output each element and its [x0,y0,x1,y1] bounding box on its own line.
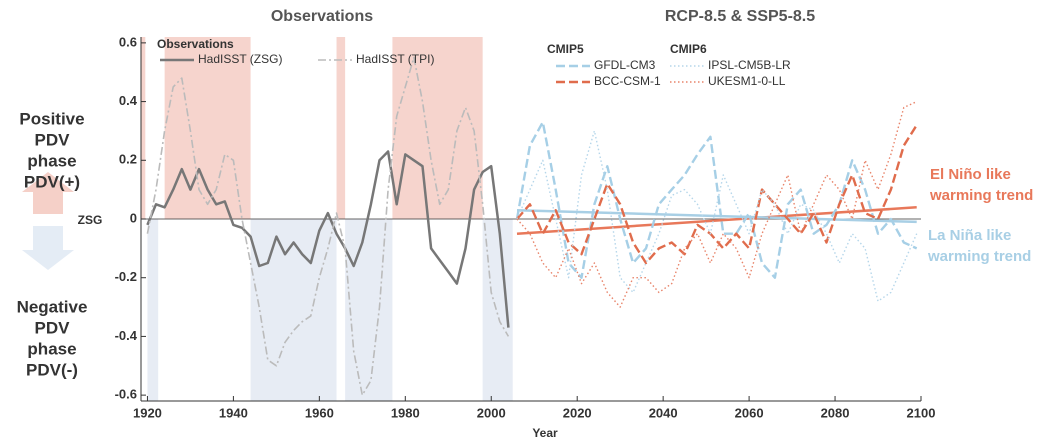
positive-arrow [22,172,74,214]
trend-label: La Niña like [928,227,1011,244]
phase-label: PDV(+) [24,172,80,191]
phase-label: PDV [35,130,71,149]
panel-title: Observations [271,8,373,25]
phase-band [392,37,483,219]
legend-group-title: CMIP5 [547,42,584,56]
legend-group-title: Observations [157,37,234,51]
series-line [516,124,918,265]
x-tick-label: 2080 [821,405,850,420]
trend-label: warming trend [929,187,1033,204]
trend-line [516,208,917,224]
x-tick-label: 2040 [649,405,678,420]
phase-band [147,219,159,401]
y-tick-label: -0.4 [115,328,138,343]
legend-group-title: CMIP6 [670,42,707,56]
y-tick-label: 0 [130,210,137,225]
phase-label: Negative [17,297,88,316]
y-tick-label: 0.2 [119,152,137,167]
series-line [516,100,917,308]
y-tick-label: 0.6 [119,34,137,49]
x-tick-label: 1960 [305,405,334,420]
phase-label: PDV [35,318,71,337]
x-tick-label: 2060 [735,405,764,420]
phase-label: Positive [19,109,84,128]
x-tick-label: 2020 [563,405,592,420]
legend-label: IPSL-CM5B-LR [708,58,791,72]
x-tick-label: 1920 [133,405,162,420]
series-line [515,120,918,279]
panel-title: RCP-8.5 & SSP5-8.5 [665,8,815,25]
legend-label: HadISST (TPI) [356,52,434,66]
series-line [146,56,510,396]
x-tick-label: 1940 [219,405,248,420]
legend-label: GFDL-CM3 [594,58,656,72]
phase-label: phase [27,339,76,358]
legend-label: BCC-CSM-1 [594,74,661,88]
y-tick-label: -0.2 [115,269,137,284]
phase-band [141,37,146,219]
trend-line [516,206,917,235]
x-axis-label: Year [532,426,558,440]
trend-label: warming trend [927,248,1031,265]
trend-label: El Niño like [930,166,1011,183]
phase-band [345,219,393,401]
phase-label: phase [27,151,76,170]
x-tick-label: 1980 [391,405,420,420]
zero-label: ZSG [78,213,103,227]
phase-label: PDV(-) [26,360,78,379]
phase-band [336,37,346,219]
legend-label: HadISST (ZSG) [198,52,282,66]
x-tick-label: 2000 [477,405,506,420]
legend-label: UKESM1-0-LL [708,74,786,88]
series-line [146,150,510,328]
phase-band [250,219,337,401]
x-tick-label: 2100 [907,405,936,420]
y-tick-label: -0.6 [115,387,137,402]
negative-arrow [22,226,74,270]
y-tick-label: 0.4 [119,93,138,108]
